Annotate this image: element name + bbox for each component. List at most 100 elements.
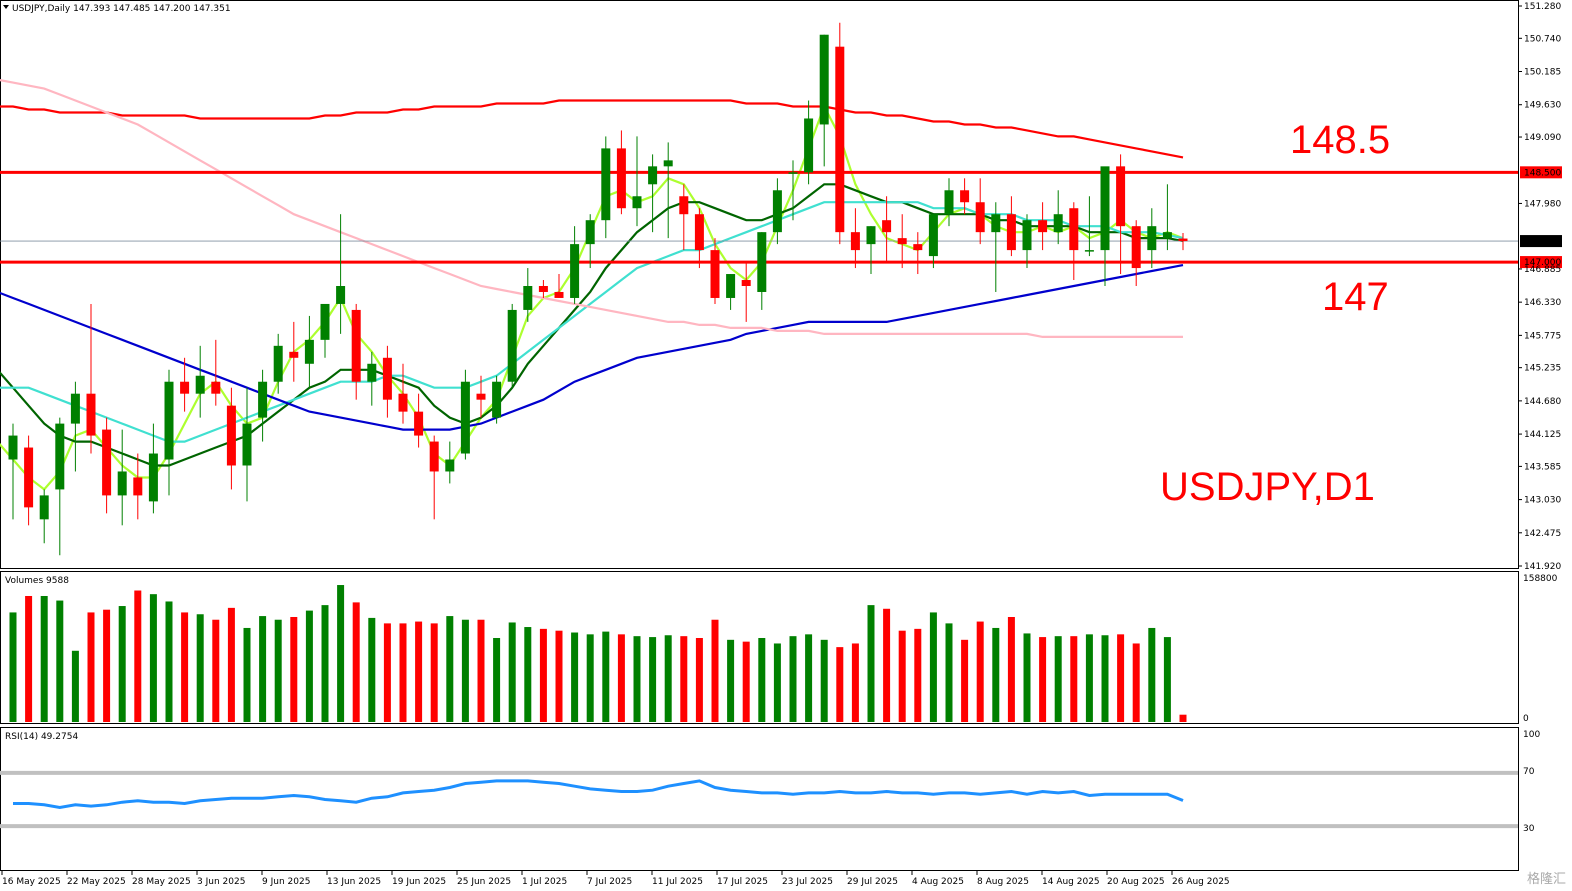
volume-bar [337,585,345,722]
collapse-triangle-icon[interactable] [3,5,9,9]
watermark: 格隆汇 [1526,872,1566,887]
volume-bar [415,621,423,722]
price-tick-label: 147.980 [1524,199,1561,209]
date-tick-label: 29 Jul 2025 [847,877,898,887]
date-tick-label: 14 Aug 2025 [1042,877,1100,887]
candle-body [180,381,190,394]
candle-body [367,363,377,382]
date-axis: 16 May 2025 22 May 2025 28 May 2025 3 Jun 2… [1,871,1230,887]
volume-bar [758,637,766,722]
volume-bar [149,594,157,722]
candles [8,22,1188,556]
volume-bar [1117,634,1125,722]
volume-bar [118,606,126,722]
volume-bar [1085,634,1093,722]
candle-body [398,393,408,412]
volume-bar [446,616,454,722]
candle-body [1100,166,1110,251]
candle-body [585,220,595,245]
candle-body [850,232,860,251]
candle-body [226,405,236,466]
candle-body [726,274,736,298]
volume-bar [867,605,875,722]
price-tick-label: 147.351 [1524,237,1561,247]
candle-body [195,375,205,394]
date-tick-label: 4 Aug 2025 [912,877,964,887]
candle-body [414,411,424,436]
date-tick-label: 19 Jun 2025 [392,877,446,887]
candle-body [835,46,845,233]
volume-bar [430,623,438,722]
rsi-line [13,779,1184,810]
volume-bar [883,608,891,722]
volume-bar [368,617,376,722]
candle-body [944,190,954,215]
price-axis: 151.280 150.740 150.185 149.630 149.090 148.5… [1518,2,1562,572]
volume-bar [633,636,641,722]
price-tick-label: 141.920 [1524,562,1561,572]
candle-body [273,345,283,382]
volume-bar [212,619,220,722]
date-tick-label: 16 May 2025 [2,877,61,887]
candle-body [1069,208,1079,251]
candle-body [1084,250,1094,252]
candle-body [460,381,470,454]
candle-body [258,381,268,418]
candle-body [897,238,907,245]
candle-body [102,429,112,496]
candle-body [648,166,658,185]
volume-bar [1179,714,1187,722]
volume-bar [87,612,95,722]
price-tick-label: 151.280 [1524,2,1561,12]
volume-bar [664,635,672,722]
date-tick-label: 25 Jun 2025 [457,877,511,887]
volume-bar [243,627,251,722]
volume-bar [1148,627,1156,722]
date-tick-label: 3 Jun 2025 [197,877,245,887]
candle-body [289,351,299,358]
candle-body [86,393,96,436]
candle-body [304,339,314,364]
candle-body [24,447,34,508]
volume-bar [524,627,532,722]
candle-body [320,303,330,340]
candle-body [570,244,580,298]
candle-body [694,214,704,251]
symbol-line: USDJPY,Daily 147.393 147.485 147.200 147… [12,4,231,14]
candle-body [429,441,439,472]
candle-body [445,459,455,472]
volume-bar [680,636,688,722]
volume-bar [649,637,657,722]
volume-bar [399,623,407,722]
date-tick-label: 28 May 2025 [132,877,191,887]
candle-body [538,286,548,292]
volume-bar [571,632,579,722]
candle-body [882,220,892,233]
candle-body [39,495,49,520]
volume-bar [1132,643,1140,722]
volume-bar [617,634,625,722]
candle-body [710,250,720,298]
volume-bar [789,636,797,722]
level-low-label: 147 [1322,275,1389,319]
candle-body [679,196,689,215]
candle-body [554,291,564,298]
volume-bar [321,605,329,722]
volume-bar [976,621,984,722]
candle-body [8,435,18,460]
date-tick-label: 26 Aug 2025 [1172,877,1230,887]
price-tick-label: 144.125 [1524,430,1561,440]
volume-bars [9,585,1187,722]
date-tick-label: 11 Jul 2025 [652,877,703,887]
volume-bar [539,628,547,722]
volume-title: Volumes 9588 [5,576,69,586]
volume-bar [898,630,906,722]
price-tag-bg [1520,235,1562,248]
price-tick-label: 147.000 [1524,258,1561,268]
volume-bar [555,630,563,722]
volume-bar [961,639,969,722]
volume-bar [695,637,703,722]
price-tick-label: 149.090 [1524,133,1561,143]
volume-bar [274,619,282,722]
price-tick-label: 145.235 [1524,364,1561,374]
